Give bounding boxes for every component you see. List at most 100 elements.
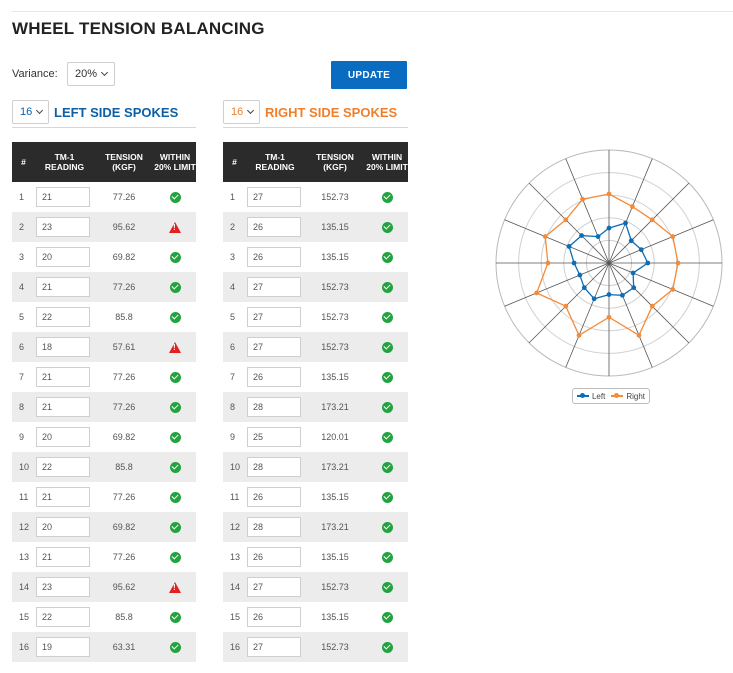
- chevron-down-icon: [100, 68, 109, 77]
- reading-input[interactable]: [247, 187, 301, 207]
- tension-value: 95.62: [94, 212, 154, 242]
- legend-item-left[interactable]: Left: [576, 392, 605, 401]
- limit-status: [366, 182, 408, 212]
- column-header-tension: TENSION (KGF): [304, 142, 366, 182]
- check-circle-icon: [381, 311, 393, 323]
- reading-input[interactable]: [36, 217, 90, 237]
- table-row: 13 135.15: [223, 542, 408, 572]
- reading-input[interactable]: [36, 307, 90, 327]
- table-row: 3 135.15: [223, 242, 408, 272]
- reading-cell: [246, 302, 304, 332]
- tension-value: 152.73: [304, 272, 366, 302]
- reading-input[interactable]: [36, 487, 90, 507]
- reading-input[interactable]: [247, 577, 301, 597]
- reading-cell: [246, 452, 304, 482]
- tension-value: 85.8: [94, 602, 154, 632]
- reading-input[interactable]: [247, 637, 301, 657]
- check-circle-icon: [169, 461, 181, 473]
- spoke-axis-10: [565, 262, 610, 368]
- limit-status: [154, 272, 196, 302]
- column-header-number: #: [12, 142, 35, 182]
- limit-status: [366, 632, 408, 662]
- table-row: 14 152.73: [223, 572, 408, 602]
- limit-status: [154, 482, 196, 512]
- spoke-axis-11: [528, 262, 610, 344]
- reading-input[interactable]: [36, 577, 90, 597]
- chart-legend: Left Right: [572, 388, 650, 404]
- data-point-right-7: [649, 303, 655, 309]
- tension-value: 135.15: [304, 482, 366, 512]
- limit-status: [366, 512, 408, 542]
- data-point-right-12: [534, 290, 540, 296]
- update-button[interactable]: UPDATE: [331, 61, 407, 89]
- right-spokes-table: # TM-1 READING TENSION (KGF) WITHIN 20% …: [223, 142, 408, 662]
- reading-input[interactable]: [247, 367, 301, 387]
- spoke-number: 10: [223, 452, 246, 482]
- table-row: 16 63.31: [12, 632, 196, 662]
- reading-input[interactable]: [247, 247, 301, 267]
- table-row: 11 77.26: [12, 482, 196, 512]
- reading-input[interactable]: [36, 517, 90, 537]
- reading-cell: [35, 212, 94, 242]
- limit-status: [366, 392, 408, 422]
- reading-input[interactable]: [247, 517, 301, 537]
- reading-cell: [35, 632, 94, 662]
- reading-input[interactable]: [36, 277, 90, 297]
- reading-input[interactable]: [36, 397, 90, 417]
- spoke-number: 7: [12, 362, 35, 392]
- reading-input[interactable]: [247, 277, 301, 297]
- table-row: 177.26: [12, 182, 196, 212]
- reading-input[interactable]: [247, 217, 301, 237]
- table-row: 15 135.15: [223, 602, 408, 632]
- data-point-right-10: [576, 332, 582, 338]
- table-row: 2 135.15: [223, 212, 408, 242]
- reading-input[interactable]: [36, 247, 90, 267]
- tension-value: 77.26: [94, 182, 154, 212]
- limit-status: [366, 212, 408, 242]
- data-point-left-4: [638, 247, 644, 253]
- column-header-tension: TENSION (KGF): [94, 142, 154, 182]
- reading-input[interactable]: [247, 607, 301, 627]
- reading-cell: [246, 512, 304, 542]
- reading-input[interactable]: [36, 637, 90, 657]
- left-spoke-count-select[interactable]: 16: [12, 100, 49, 124]
- reading-input[interactable]: [247, 547, 301, 567]
- data-point-left-1: [606, 225, 612, 231]
- table-row: 585.8: [12, 302, 196, 332]
- reading-input[interactable]: [36, 427, 90, 447]
- check-circle-icon: [169, 521, 181, 533]
- variance-select[interactable]: 20%: [67, 62, 115, 86]
- reading-input[interactable]: [247, 307, 301, 327]
- right-spoke-count-select[interactable]: 16: [223, 100, 260, 124]
- tension-value: 85.8: [94, 452, 154, 482]
- reading-input[interactable]: [36, 547, 90, 567]
- reading-cell: [35, 602, 94, 632]
- reading-input[interactable]: [36, 607, 90, 627]
- check-circle-icon: [169, 431, 181, 443]
- limit-status: [154, 302, 196, 332]
- check-circle-icon: [381, 551, 393, 563]
- check-circle-icon: [381, 491, 393, 503]
- check-circle-icon: [169, 281, 181, 293]
- reading-cell: [35, 452, 94, 482]
- check-circle-icon: [169, 311, 181, 323]
- reading-input[interactable]: [36, 337, 90, 357]
- reading-input[interactable]: [36, 457, 90, 477]
- right-spoke-count: 16: [231, 106, 244, 118]
- reading-input[interactable]: [36, 187, 90, 207]
- check-circle-icon: [381, 371, 393, 383]
- reading-input[interactable]: [247, 397, 301, 417]
- spoke-number: 8: [12, 392, 35, 422]
- reading-input[interactable]: [247, 457, 301, 477]
- reading-input[interactable]: [247, 487, 301, 507]
- tension-radar-chart: [495, 149, 723, 377]
- reading-input[interactable]: [36, 367, 90, 387]
- legend-item-right[interactable]: Right: [611, 392, 645, 401]
- data-point-left-13: [571, 260, 577, 266]
- table-row: 10 85.8: [12, 452, 196, 482]
- reading-input[interactable]: [247, 337, 301, 357]
- tension-value: 152.73: [304, 332, 366, 362]
- data-point-right-2: [629, 204, 635, 209]
- reading-input[interactable]: [247, 427, 301, 447]
- reading-cell: [35, 272, 94, 302]
